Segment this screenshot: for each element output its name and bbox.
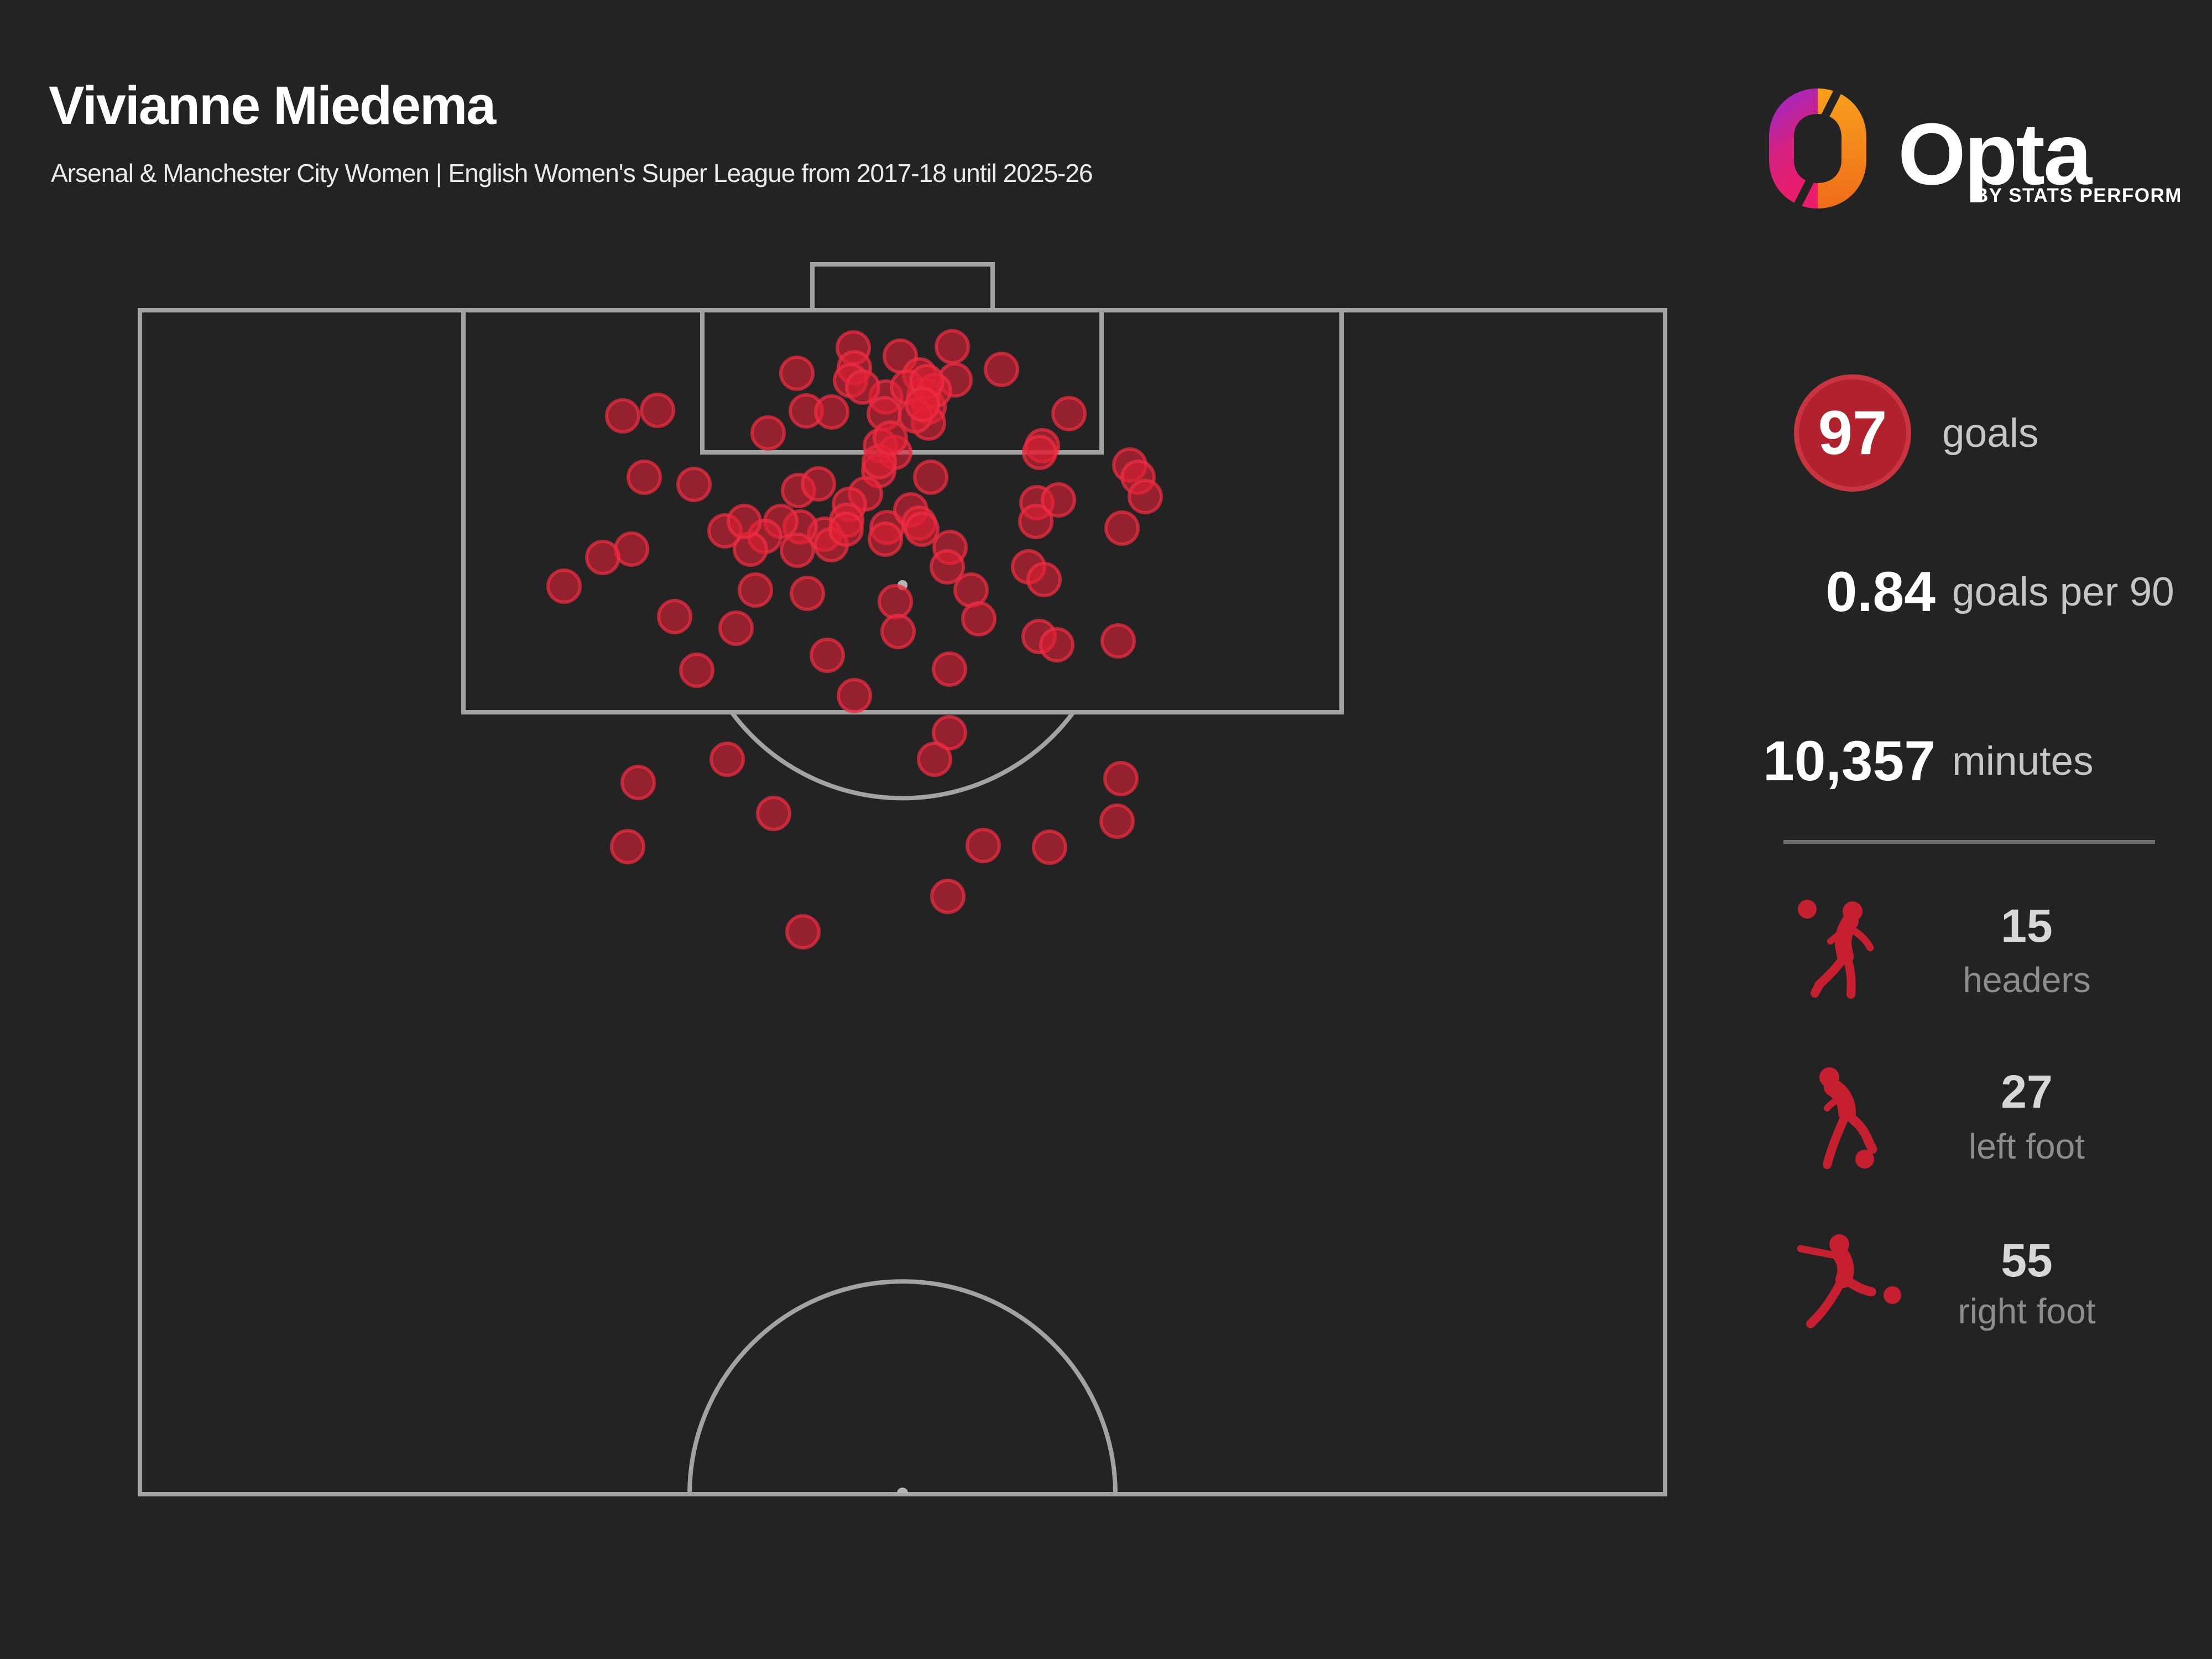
goal-dot — [620, 765, 656, 800]
goal-dot — [966, 828, 1001, 863]
goal-dot — [932, 715, 967, 750]
goal-dot — [810, 638, 845, 673]
goal-dot — [935, 329, 970, 364]
goal-dot — [814, 394, 849, 430]
right-foot-icon — [1784, 1229, 1917, 1345]
goal-dot — [738, 572, 773, 608]
goal-dot — [913, 460, 948, 495]
right-foot-value: 55 — [2001, 1234, 2053, 1286]
header-goal-icon — [1792, 895, 1902, 1011]
goals-label: goals — [1942, 411, 2039, 456]
goal-dot — [780, 533, 815, 568]
goal-dot — [1100, 623, 1136, 659]
goal-dot — [961, 601, 997, 637]
goal-dot — [657, 599, 692, 634]
goal-dot — [546, 568, 582, 604]
goal-dot — [676, 467, 712, 502]
goal-dot — [709, 742, 745, 777]
goal-dot — [727, 504, 762, 539]
goal-dot — [750, 415, 786, 451]
left-foot-label: left foot — [1969, 1126, 2085, 1166]
opta-byline: BY STATS PERFORM — [1974, 185, 2182, 206]
divider — [1783, 840, 2155, 844]
headers-label: headers — [1963, 960, 2091, 1000]
goal-dot — [905, 387, 940, 422]
goals-value: 97 — [1818, 398, 1887, 467]
goal-dot — [679, 653, 714, 688]
goal-dot — [1032, 830, 1067, 865]
goal-dot — [718, 611, 754, 646]
goals-badge: 97 — [1794, 374, 1911, 492]
opta-logo-icon — [1769, 88, 1866, 211]
goal-dot — [930, 879, 966, 914]
per90-value: 0.84 — [1825, 560, 1936, 623]
goal-dot — [1041, 482, 1076, 518]
goal-dot — [585, 540, 620, 575]
goal-dot — [790, 576, 825, 611]
goal-dot — [605, 398, 640, 434]
pitch-outline — [138, 308, 1667, 1496]
goal-frame — [810, 262, 995, 312]
goal-dot — [868, 521, 903, 557]
goal-dot — [610, 829, 645, 864]
goal-dot — [828, 512, 864, 547]
page-subtitle: Arsenal & Manchester City Women | Englis… — [51, 159, 1093, 187]
minutes-label: minutes — [1952, 739, 2094, 784]
goal-dot — [614, 531, 649, 567]
per90-label: goals per 90 — [1952, 570, 2174, 614]
goal-dot — [953, 572, 989, 608]
right-foot-label: right foot — [1958, 1291, 2096, 1331]
goal-dot — [1051, 396, 1087, 431]
goal-dot — [1103, 761, 1139, 796]
goal-dot — [878, 584, 913, 619]
goal-dot — [1018, 504, 1053, 539]
goal-dot — [640, 393, 675, 428]
penalty-arc — [729, 711, 1076, 801]
goal-dot — [930, 549, 965, 585]
centre-spot — [897, 1488, 908, 1493]
left-foot-value: 27 — [2001, 1066, 2053, 1118]
goal-dot — [1099, 804, 1135, 839]
goal-dot — [873, 420, 908, 456]
goal-dot — [1104, 510, 1140, 546]
goal-dot — [779, 356, 815, 391]
headers-value: 15 — [2001, 900, 2053, 952]
goal-dot — [845, 369, 880, 405]
left-foot-icon — [1798, 1064, 1903, 1177]
minutes-value: 10,357 — [1763, 729, 1936, 792]
pitch-lines — [138, 262, 1667, 1496]
goal-dot — [1022, 435, 1057, 470]
goal-dot — [801, 466, 836, 502]
centre-circle-arc — [687, 1279, 1118, 1495]
goal-dot — [932, 651, 967, 687]
goal-dot — [756, 796, 791, 831]
goal-dot — [984, 352, 1019, 387]
goal-dot — [1039, 627, 1074, 662]
goal-dot — [904, 512, 940, 547]
page-title: Vivianne Miedema — [49, 75, 496, 135]
goal-dot — [917, 742, 952, 777]
goal-dot — [1026, 562, 1062, 597]
goal-dot — [837, 678, 872, 713]
goal-dot — [880, 614, 916, 649]
opta-wordmark: Opta — [1898, 106, 2092, 203]
goal-dot — [627, 460, 662, 495]
goal-dots — [546, 329, 1163, 950]
goal-dot — [1128, 479, 1163, 514]
goal-dot — [785, 914, 821, 950]
